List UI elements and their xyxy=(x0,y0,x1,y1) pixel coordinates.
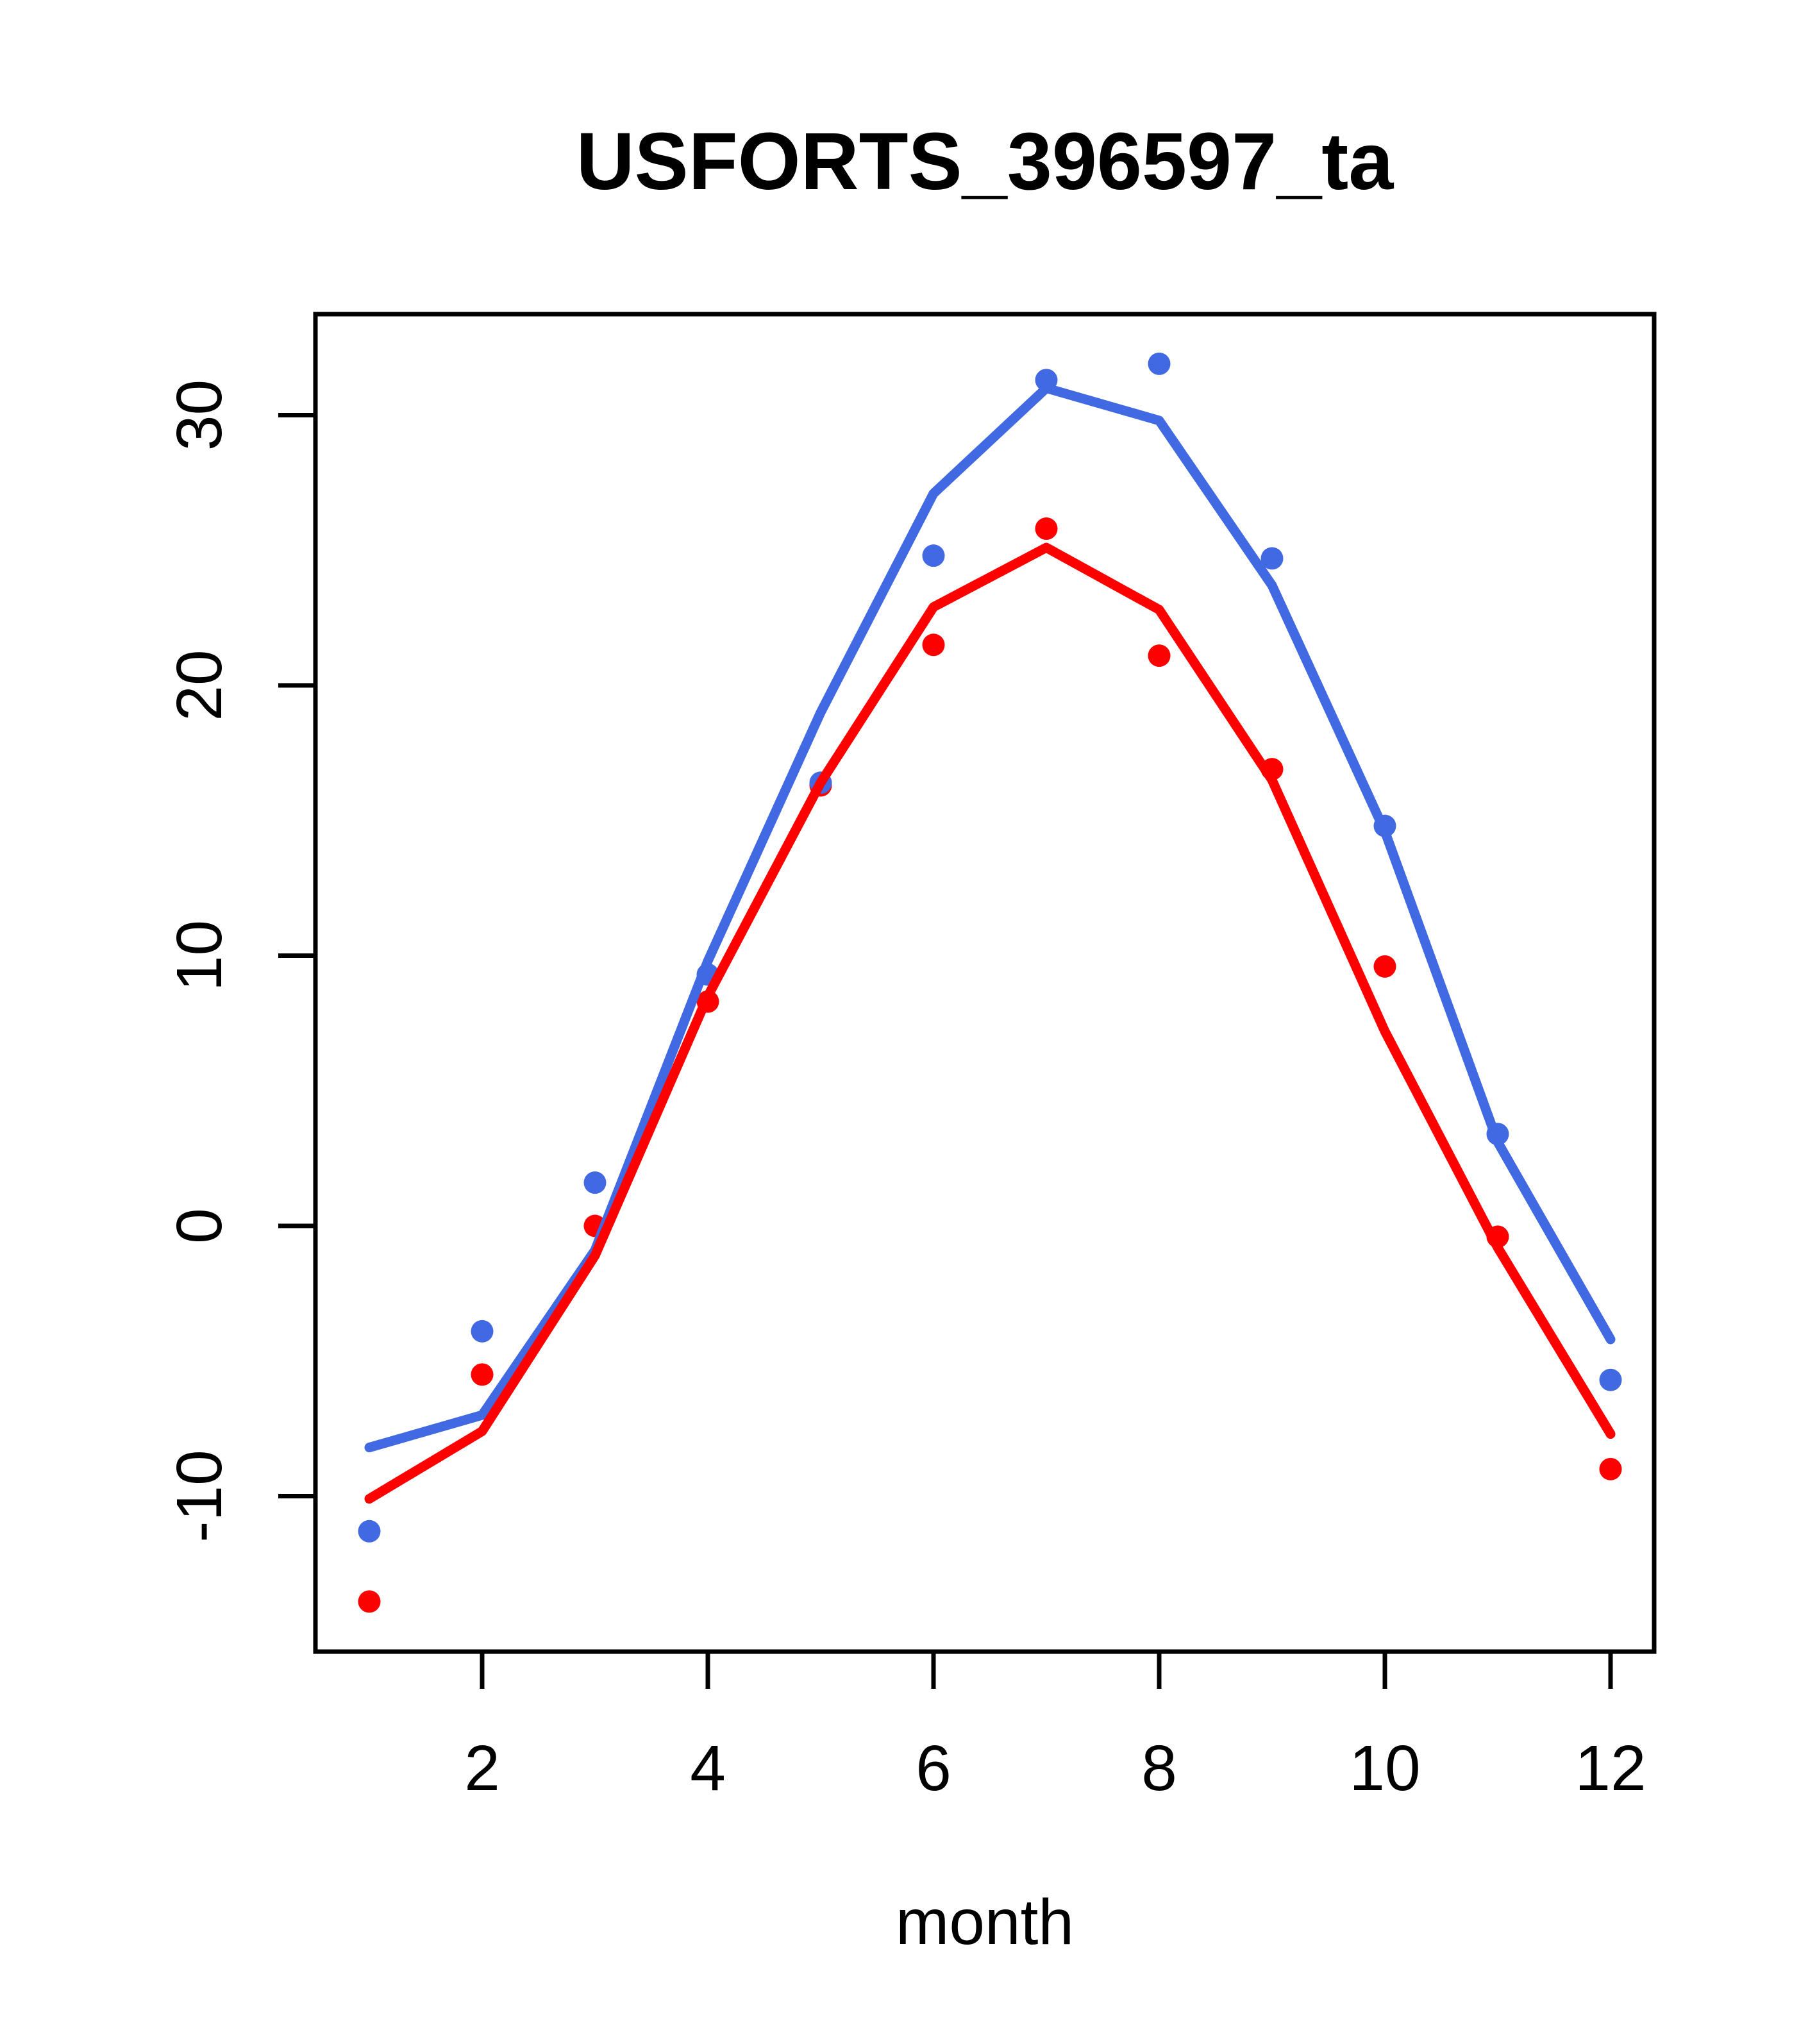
blue-points-point xyxy=(1148,352,1171,375)
x-axis-label: month xyxy=(896,1886,1074,1958)
plot-box xyxy=(313,312,1657,1654)
blue-points-point xyxy=(1260,547,1284,570)
x-tick-label: 12 xyxy=(1575,1732,1646,1804)
series-layer xyxy=(358,352,1622,1613)
red-points-point xyxy=(1035,517,1058,540)
red-points-point xyxy=(1599,1457,1622,1480)
red-points-point xyxy=(471,1363,494,1386)
y-axis-ticks: -10 0 10 20 30 xyxy=(163,380,315,1543)
x-axis-ticks: 2 4 6 8 10 12 xyxy=(464,1652,1646,1804)
x-tick-label: 6 xyxy=(916,1732,951,1804)
blue-points-point xyxy=(1599,1368,1622,1391)
y-tick-label: 30 xyxy=(163,380,235,451)
y-tick-label: 20 xyxy=(163,649,235,721)
blue-points-point xyxy=(358,1520,381,1543)
red-points-point xyxy=(1373,955,1396,978)
red-points-point xyxy=(1148,644,1171,667)
red-points-point xyxy=(358,1590,381,1613)
blue-points-point xyxy=(471,1319,494,1343)
y-tick-label: -10 xyxy=(163,1450,235,1543)
x-tick-label: 10 xyxy=(1349,1732,1420,1804)
blue-points-point xyxy=(583,1171,607,1194)
red-line xyxy=(364,542,1616,1504)
chart-title: USFORTS_396597_ta xyxy=(576,116,1394,206)
blue-points-point xyxy=(922,544,945,567)
y-tick-label: 0 xyxy=(163,1208,235,1244)
x-tick-label: 4 xyxy=(690,1732,726,1804)
red-points-point xyxy=(922,633,945,657)
x-tick-label: 2 xyxy=(464,1732,500,1804)
x-tick-label: 8 xyxy=(1141,1732,1177,1804)
y-tick-label: 10 xyxy=(163,920,235,991)
